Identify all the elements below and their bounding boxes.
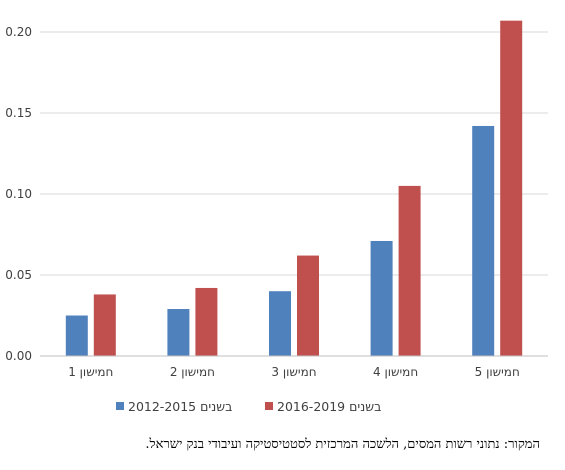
bars (65, 20, 523, 357)
legend-label: בשנים 2016-2019 (277, 399, 381, 414)
x-tick-label: חמישון 2 (170, 365, 215, 379)
bar (472, 125, 495, 357)
x-axis: חמישון 1 חמישון 2 חמישון 3 חמישון 4 חמישון 5 (40, 355, 548, 379)
x-tick-label: חמישון 1 (68, 365, 113, 379)
bar (398, 185, 421, 356)
bar (370, 240, 393, 356)
bar-chart: 0.000.050.100.150.20 חמישון 1 חמישון 2 חמי… (5, 20, 548, 414)
bar (195, 287, 218, 356)
x-tick-label: חמישון 4 (373, 365, 418, 379)
bar (65, 315, 88, 356)
y-tick-label: 0.00 (5, 349, 32, 363)
bar (269, 291, 291, 356)
legend: בשנים 2012-2015 בשנים 2016-2019 (116, 399, 381, 414)
source-note: המקור: נתוני רשות המסים, הלשכה המרכזית ל… (145, 437, 540, 452)
bar (93, 294, 116, 356)
y-axis: 0.00 0.05 0.10 0.15 0.20 (5, 25, 32, 363)
y-tick-label: 0.15 (5, 106, 32, 120)
y-tick-label: 0.10 (5, 187, 32, 201)
bar (500, 20, 523, 356)
legend-swatch (116, 402, 124, 410)
y-tick-label: 0.05 (5, 268, 32, 282)
legend-swatch (265, 402, 273, 410)
bar (297, 255, 319, 356)
x-tick-label: חמישון 5 (475, 365, 520, 379)
legend-label: בשנים 2012-2015 (128, 399, 232, 414)
bar (167, 309, 190, 356)
x-tick-label: חמישון 3 (271, 365, 316, 379)
gridlines (40, 31, 548, 357)
y-tick-label: 0.20 (5, 25, 32, 39)
